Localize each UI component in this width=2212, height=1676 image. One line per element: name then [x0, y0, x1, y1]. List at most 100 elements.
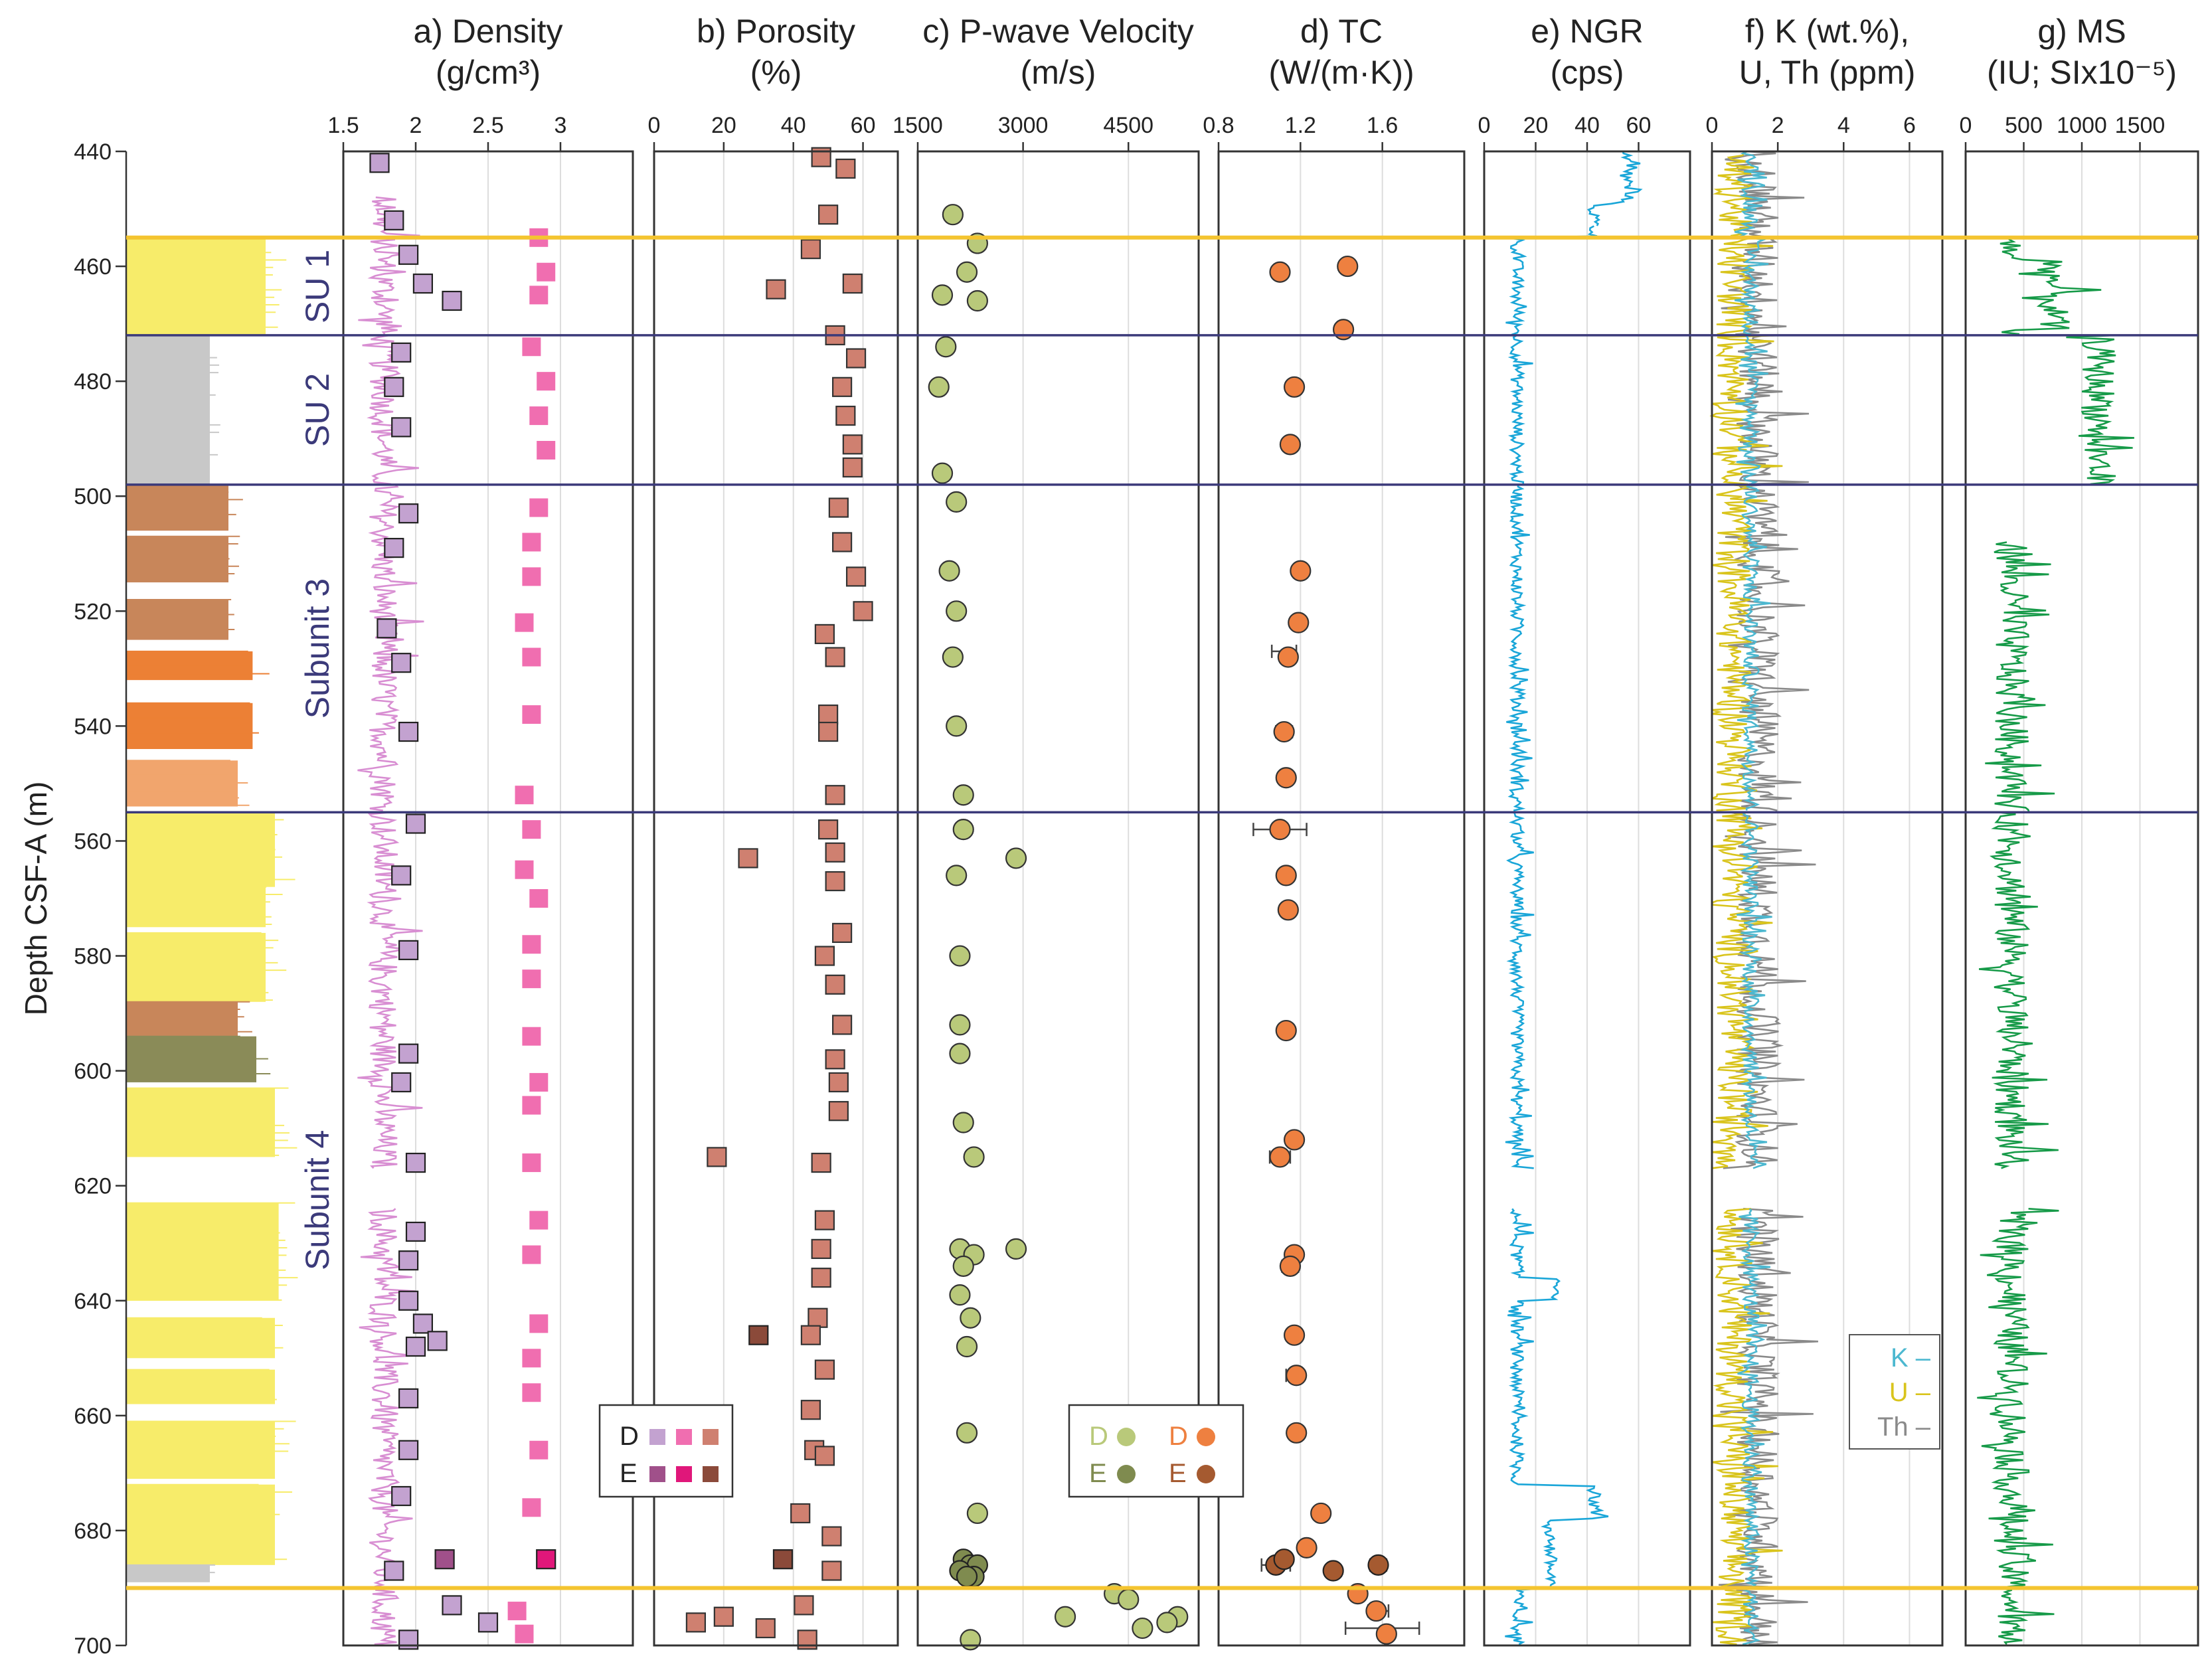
data-point	[845, 566, 867, 587]
data-point	[522, 705, 541, 724]
data-point	[800, 239, 821, 260]
data-point	[1365, 1600, 1387, 1622]
data-point	[931, 284, 954, 306]
data-point	[832, 922, 853, 944]
data-point	[391, 1072, 412, 1093]
circle-legend-label: E	[1089, 1459, 1107, 1488]
data-point	[942, 646, 964, 668]
x-tick-label: 0	[1706, 113, 1719, 138]
data-point	[814, 1446, 835, 1466]
log-trace	[1507, 334, 1533, 485]
panel-frame	[916, 150, 1200, 1647]
log-trace	[2066, 334, 2134, 485]
log-trace	[1977, 1208, 2059, 1588]
data-point	[522, 1096, 541, 1115]
panel-unit: (IU; SIx10⁻⁵)	[1987, 54, 2177, 91]
y-tick-label: 520	[74, 599, 112, 624]
panel-frame	[653, 150, 899, 1647]
log-trace	[1711, 1208, 1783, 1588]
panel-title: d) TC	[1300, 13, 1383, 50]
data-point	[942, 204, 964, 226]
log-trace	[362, 334, 419, 485]
x-tick-label: 3	[554, 113, 567, 138]
x-tick-label: 2	[1772, 113, 1784, 138]
data-point	[515, 1624, 534, 1643]
y-tick-label: 700	[74, 1634, 112, 1659]
data-point	[825, 842, 845, 863]
data-point	[398, 244, 419, 265]
x-tick-label: 60	[1626, 113, 1652, 138]
lithology-bed	[126, 1317, 275, 1359]
data-point	[529, 1314, 549, 1333]
legends: DED DE E	[598, 1404, 1244, 1498]
data-point	[537, 441, 556, 460]
y-tick-label: 560	[74, 829, 112, 854]
data-point	[1277, 646, 1299, 668]
data-point	[748, 1325, 769, 1345]
data-point	[398, 1043, 419, 1064]
data-point	[369, 153, 390, 173]
data-point	[1279, 434, 1302, 456]
data-point	[952, 1112, 974, 1133]
panel-unit: (cps)	[1550, 54, 1624, 91]
data-point	[707, 1147, 727, 1167]
lithology-bed	[126, 1484, 275, 1565]
log-trace	[1505, 1587, 1553, 1645]
data-point	[515, 786, 534, 805]
data-point	[790, 1503, 811, 1524]
log-trace	[1719, 1208, 1818, 1588]
data-point	[1283, 1324, 1306, 1346]
panel-ngr: e) NGR (cps) 0 20 40 60	[1478, 13, 1691, 1647]
data-point	[522, 1245, 541, 1264]
data-point	[1310, 1502, 1332, 1525]
density-legend-label: E	[620, 1459, 638, 1488]
data-point	[398, 1388, 419, 1408]
data-point	[529, 1440, 549, 1460]
data-point	[442, 290, 462, 311]
data-point	[522, 337, 541, 357]
data-point	[835, 405, 856, 426]
lithology-bed	[126, 1001, 238, 1037]
y-tick-label: 600	[74, 1059, 112, 1084]
x-tick-label: 20	[711, 113, 736, 138]
data-point	[398, 1290, 419, 1311]
data-point	[952, 1255, 974, 1277]
data-point	[966, 1502, 988, 1525]
kuth-legend-box	[1849, 1334, 1940, 1450]
x-tick-label: 3000	[998, 113, 1049, 138]
data-point	[825, 785, 845, 805]
data-point	[1132, 1617, 1153, 1639]
data-point	[434, 1549, 455, 1570]
log-trace	[1506, 484, 1533, 811]
log-trace	[1711, 483, 1768, 811]
data-point	[755, 1618, 776, 1639]
data-point	[522, 1153, 541, 1173]
lithology-bed	[126, 886, 266, 928]
data-point	[391, 865, 412, 886]
panel-title: e) NGR	[1531, 13, 1643, 50]
panel-title: b) Porosity	[697, 13, 855, 50]
log-trace	[358, 196, 420, 335]
y-tick-label: 680	[74, 1519, 112, 1544]
y-axis-label: Depth CSF-A (m)	[19, 782, 53, 1016]
y-tick-label: 620	[74, 1174, 112, 1199]
data-point	[1286, 1365, 1308, 1386]
lithology-bed	[126, 600, 228, 640]
panel-frame	[1711, 150, 1944, 1647]
data-point	[522, 1498, 541, 1517]
panel-ms: g) MS (IU; SIx10⁻⁵) 0 500 1000 1500	[1960, 13, 2199, 1647]
density-legend-swatch	[676, 1429, 692, 1445]
data-point	[956, 1566, 978, 1588]
data-point	[522, 969, 541, 989]
data-point	[946, 600, 968, 622]
log-trace	[1586, 151, 1643, 226]
data-point	[960, 1307, 981, 1329]
log-trace	[1709, 334, 1783, 485]
data-point	[529, 1072, 549, 1092]
data-point	[1275, 767, 1297, 789]
data-point	[1279, 1255, 1302, 1277]
data-point	[1375, 1623, 1397, 1645]
data-point	[821, 1560, 842, 1581]
y-tick-label: 540	[74, 714, 112, 739]
data-point	[522, 1349, 541, 1368]
